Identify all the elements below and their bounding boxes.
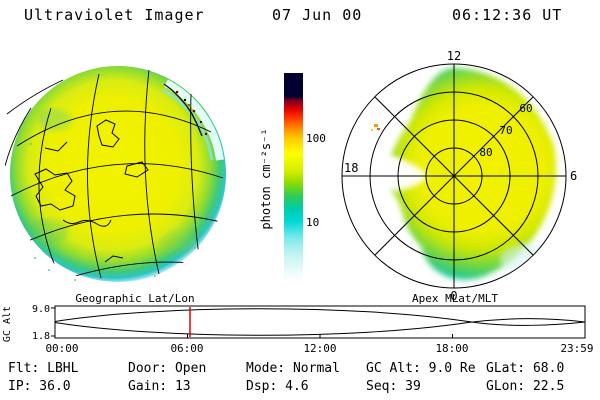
telemetry-panel: Flt: LBHL Door: Open Mode: Normal GC Alt… [0,358,600,400]
telemetry-dsp: Dsp: 4.6 [246,379,309,394]
xtick-2359: 23:59 [560,342,593,355]
limb-specks [175,90,208,136]
orbit-curves [54,308,586,336]
coastlines [34,119,149,263]
xtick-0000: 00:00 [45,342,78,355]
terminator-streak [163,83,203,137]
geographic-image-panel [5,66,226,284]
xtick-1800: 18:00 [435,342,468,355]
telemetry-glat: GLat: 68.0 [486,361,565,376]
mlt-label-18: 18 [344,161,358,175]
strip-ytick-top: 9.0 [32,304,50,315]
xtick-1200: 12:00 [303,342,336,355]
gc-alt-strip-chart: Geographic Lat/Lon Apex MLat/MLT GC Alt … [2,292,594,355]
polar-grid [341,63,567,289]
mlt-label-6: 6 [570,169,577,183]
colorbar-units-label: photon cm⁻²s⁻¹ [259,128,273,230]
app-title: Ultraviolet Imager [24,6,205,24]
strip-ytick-bottom: 1.8 [32,331,50,342]
colorbar [284,73,303,285]
telemetry-ip: IP: 36.0 [8,379,71,394]
telemetry-mode: Mode: Normal [246,361,340,376]
telemetry-flt: Flt: LBHL [8,361,79,376]
mlat-label-70: 70 [499,124,512,137]
apex-polar-panel: 12 0 18 6 60 70 80 [341,50,577,303]
mlat-label-80: 80 [479,146,492,159]
limb-noise-dots [30,143,196,281]
date-label: 07 Jun 00 [272,6,363,24]
x-axis-ticks [51,307,453,338]
strip-right-title: Apex MLat/MLT [412,292,498,305]
colorbar-tick-10: 10 [306,216,320,229]
telemetry-door: Door: Open [128,361,207,376]
graticule-outside [5,79,64,167]
strip-ylabel: GC Alt [2,306,13,342]
colorbar-tick-100: 100 [306,132,326,145]
hotspot [371,124,380,131]
telemetry-gc-alt: GC Alt: 9.0 Re [366,361,476,376]
mlat-label-60: 60 [519,102,532,115]
time-label: 06:12:36 UT [452,6,563,24]
auroral-limb-arc [164,79,224,161]
mlt-label-12: 12 [447,50,461,63]
mlt-label-0: 0 [450,289,457,303]
telemetry-gain: Gain: 13 [128,379,191,394]
telemetry-glon: GLon: 22.5 [486,379,565,394]
strip-plot-box [54,305,586,339]
telemetry-seq: Seq: 39 [366,379,421,394]
xtick-0600: 06:00 [170,342,203,355]
strip-left-title: Geographic Lat/Lon [75,292,194,305]
